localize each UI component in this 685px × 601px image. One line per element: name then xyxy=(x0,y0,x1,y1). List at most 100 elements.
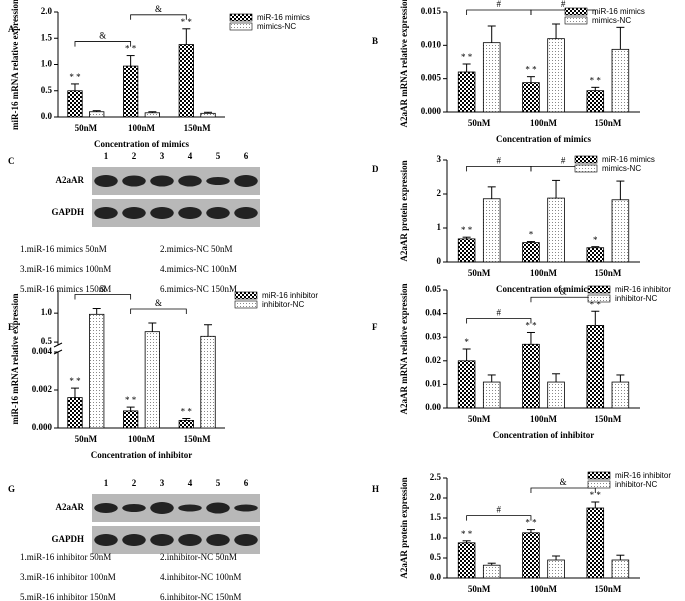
blot-legend: 5.miR-16 inhibitor 150nM xyxy=(20,592,116,601)
bar xyxy=(178,419,194,429)
y-axis-label: A2aAR protein expression xyxy=(399,160,409,261)
blot-legend: 2.inhibitor-NC 50nM xyxy=(160,552,237,562)
legend-swatch xyxy=(229,22,253,31)
lane-number: 1 xyxy=(104,478,109,488)
blot-legend: 5.miR-16 mimics 150nM xyxy=(20,284,111,294)
bracket xyxy=(530,9,596,15)
blot-band xyxy=(94,534,118,546)
legend-label: miR-16 mimics xyxy=(257,13,310,22)
bar xyxy=(89,313,105,429)
bar xyxy=(547,38,565,113)
legend-label: mimics-NC xyxy=(257,22,296,31)
blot-row-label: A2aAR xyxy=(56,502,85,512)
blot-band xyxy=(122,207,146,219)
significance-marker: * * xyxy=(590,75,602,85)
bar xyxy=(67,397,83,429)
y-tick-label: 0.000 xyxy=(421,106,442,116)
bracket xyxy=(466,515,532,521)
blot-band xyxy=(206,207,230,219)
bar xyxy=(586,90,605,113)
blot-legend: 3.miR-16 mimics 100nM xyxy=(20,264,111,274)
bar xyxy=(522,343,540,409)
bracket xyxy=(466,318,532,324)
panel-label: A xyxy=(8,24,15,34)
legend-swatch xyxy=(587,471,611,480)
blot-row-label: GAPDH xyxy=(52,207,85,217)
bar xyxy=(67,90,83,118)
x-tick-label: 100nM xyxy=(530,268,558,278)
y-tick-label: 1.5 xyxy=(41,32,53,42)
significance-marker: * * xyxy=(181,17,193,27)
panel-label: B xyxy=(372,36,378,46)
lane-number: 4 xyxy=(188,478,193,488)
bar xyxy=(123,65,139,118)
x-tick-label: 150nM xyxy=(594,414,622,424)
y-tick-label: 0.00 xyxy=(425,402,441,412)
blot-band xyxy=(122,175,146,187)
x-axis-label: Concentration of mimics xyxy=(496,134,591,144)
y-tick-label: 0.0 xyxy=(430,572,442,582)
significance-marker: * * xyxy=(525,321,537,331)
significance-marker: * xyxy=(593,235,598,245)
legend-label: inhibitor-NC xyxy=(615,480,657,489)
y-tick-label: 0.015 xyxy=(421,6,442,16)
bar xyxy=(144,331,160,429)
blot-legend: 4.inhibitor-NC 100nM xyxy=(160,572,241,582)
blot-strip xyxy=(92,167,260,195)
blot-band xyxy=(234,207,258,219)
y-tick-label: 0.000 xyxy=(32,422,53,432)
significance-marker: * * xyxy=(69,376,81,386)
y-tick-label: 0.02 xyxy=(425,355,441,365)
blot-legend: 1.miR-16 mimics 50nM xyxy=(20,244,107,254)
blot-band xyxy=(150,534,174,546)
y-tick-label: 0.5 xyxy=(430,552,442,562)
bracket-label: & xyxy=(99,31,106,41)
lane-number: 2 xyxy=(132,478,137,488)
bracket-label: & xyxy=(560,477,567,487)
bar xyxy=(586,324,605,409)
y-tick-label: 1.0 xyxy=(430,532,442,542)
bracket-label: & xyxy=(155,4,162,14)
x-tick-label: 50nM xyxy=(75,434,98,444)
panel-label: G xyxy=(8,484,15,494)
y-axis-label: miR-16 mRNA relative expression xyxy=(10,294,20,425)
x-tick-label: 50nM xyxy=(468,118,491,128)
x-tick-label: 50nM xyxy=(75,123,98,133)
x-tick-label: 100nM xyxy=(530,584,558,594)
bracket xyxy=(74,41,132,47)
bar xyxy=(611,199,630,263)
lane-number: 1 xyxy=(104,151,109,161)
panel-label: E xyxy=(8,322,14,332)
y-tick-label: 2 xyxy=(437,188,442,198)
blot-row-label: A2aAR xyxy=(56,175,85,185)
bar xyxy=(547,381,565,409)
x-tick-label: 50nM xyxy=(468,584,491,594)
panel-label: H xyxy=(372,484,379,494)
significance-marker: * * xyxy=(125,395,137,405)
bracket-label: & xyxy=(560,286,567,296)
legend-swatch xyxy=(229,13,253,22)
blot-band xyxy=(178,504,202,512)
blot-band xyxy=(150,207,174,219)
legend-label: miR-16 mimics xyxy=(592,7,645,16)
legend-label: miR-16 mimics xyxy=(602,155,655,164)
y-tick-label: 1 xyxy=(437,222,442,232)
blot-legend: 2.mimics-NC 50nM xyxy=(160,244,233,254)
legend-swatch xyxy=(587,480,611,489)
panel-label: D xyxy=(372,164,379,174)
blot-band xyxy=(206,502,230,514)
blot-band xyxy=(178,534,202,546)
blot-band xyxy=(150,175,174,187)
bar xyxy=(522,532,540,579)
legend-swatch xyxy=(234,300,258,309)
y-tick-label: 1.5 xyxy=(430,512,442,522)
legend-label: miR-16 inhibitor xyxy=(262,291,318,300)
bar xyxy=(547,559,565,579)
legend-swatch xyxy=(564,16,588,25)
y-axis-label: A2aAR protein expression xyxy=(399,477,409,578)
legend-label: mimics-NC xyxy=(602,164,641,173)
legend-swatch xyxy=(564,7,588,16)
legend-label: inhibitor-NC xyxy=(615,294,657,303)
x-tick-label: 100nM xyxy=(128,123,156,133)
legend-label: mimics-NC xyxy=(592,16,631,25)
